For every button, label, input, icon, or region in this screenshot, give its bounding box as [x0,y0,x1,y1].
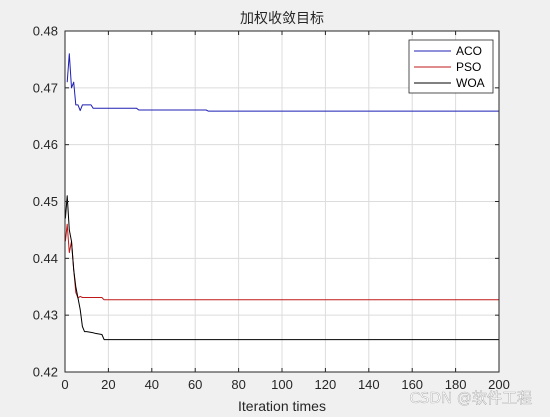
axis-ticks: 0 20 40 60 80 100 120 140 160 180 200 0.42 0.43 0.44 0… [33,24,510,393]
legend-label-woa: WOA [456,76,485,90]
series-line-aco [66,53,499,112]
y-tick-label: 0.44 [33,251,58,266]
legend-label-pso: PSO [456,60,481,74]
legend-label-aco: ACO [456,44,482,58]
legend: ACO PSO WOA [408,39,494,94]
x-tick-label: 100 [271,377,293,392]
y-tick-label: 0.43 [33,308,58,323]
x-tick-label: 20 [101,377,115,392]
x-tick-label: 160 [401,377,423,392]
y-tick-label: 0.45 [33,194,58,209]
series-line-pso [64,223,499,301]
x-tick-label: 180 [445,377,467,392]
x-tick-label: 200 [488,377,510,392]
x-axis-label: Iteration times [238,398,326,414]
y-tick-label: 0.48 [33,24,58,39]
series-line-woa [64,195,499,341]
y-tick-label: 0.46 [33,137,58,152]
x-tick-label: 60 [188,377,202,392]
x-tick-label: 120 [315,377,337,392]
chart-title: 加权收敛目标 [240,11,324,27]
y-tick-label: 0.47 [33,80,58,95]
y-tick-label: 0.42 [33,365,58,380]
x-tick-label: 80 [231,377,245,392]
x-tick-label: 140 [358,377,380,392]
series-lines [64,53,499,341]
x-tick-label: 40 [145,377,159,392]
x-tick-label: 0 [61,377,68,392]
watermark: CSDN @软件工程 [409,389,532,407]
